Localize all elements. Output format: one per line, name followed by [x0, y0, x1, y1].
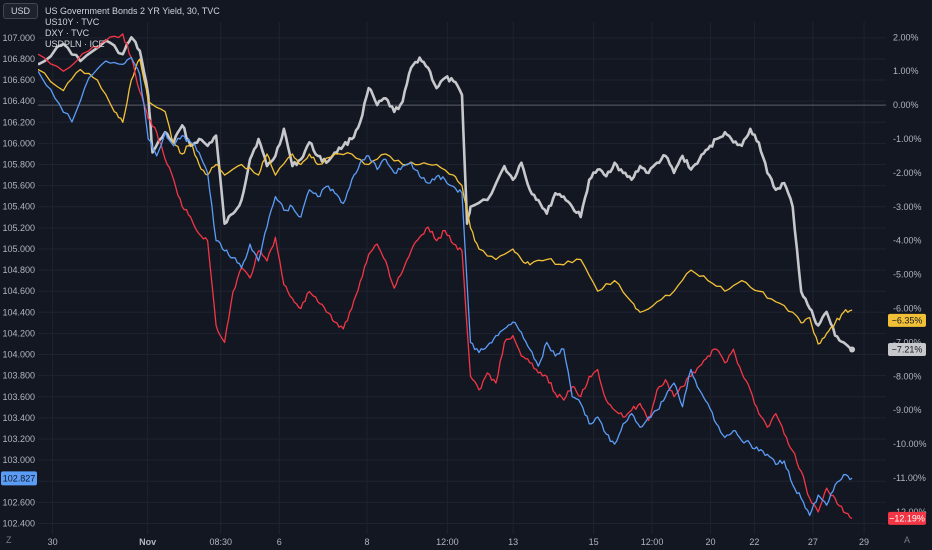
right-tick-label: -7.00% [893, 337, 922, 347]
left-tick-label: 106.200 [2, 117, 35, 127]
left-tick-label: 106.600 [2, 75, 35, 85]
auto-scale-a-icon[interactable]: A [904, 535, 911, 545]
legend-entry-us10y[interactable]: US10Y · TVC [45, 17, 100, 27]
left-tick-label: 102.400 [2, 518, 35, 528]
left-tick-label: 104.600 [2, 286, 35, 296]
legend-title: US Government Bonds 2 YR Yield, 30, TVC [45, 6, 220, 16]
right-tick-label: -3.00% [893, 202, 922, 212]
left-tick-label: 103.800 [2, 371, 35, 381]
last-value-tag-bg [888, 511, 926, 525]
left-tick-label: 106.000 [2, 138, 35, 148]
left-tick-label: 105.600 [2, 181, 35, 191]
left-tick-label: 102.600 [2, 497, 35, 507]
series-line-3 [37, 56, 853, 517]
time-tick-label: 22 [749, 537, 759, 547]
time-tick-label: 8 [364, 537, 369, 547]
series-endpoint-us10y [849, 346, 856, 353]
right-tick-label: 2.00% [893, 32, 919, 42]
left-tick-label: 103.200 [2, 434, 35, 444]
series-layer [37, 33, 856, 519]
time-tick-label: 08:30 [209, 537, 232, 547]
left-tick-label: 104.800 [2, 265, 35, 275]
right-percent-axis[interactable] [886, 0, 932, 550]
time-tick-label: 15 [589, 537, 599, 547]
left-tick-label: 103.400 [2, 413, 35, 423]
left-tick-label: 105.000 [2, 244, 35, 254]
time-tick-label: 13 [508, 537, 518, 547]
right-tick-label: -2.00% [893, 168, 922, 178]
time-tick-label: 6 [277, 537, 282, 547]
time-tick-label: Nov [139, 537, 156, 547]
right-tick-label: -6.00% [893, 304, 922, 314]
legend-entry-dxy[interactable]: DXY · TVC [45, 28, 90, 38]
left-tick-label: 104.200 [2, 328, 35, 338]
last-value-tag-bg [888, 313, 926, 327]
left-tick-label: 106.800 [2, 54, 35, 64]
left-tick-label: 103.000 [2, 455, 35, 465]
series-line-1 [37, 58, 853, 345]
current-price-tag-bg [1, 471, 37, 486]
left-tick-label: 103.600 [2, 392, 35, 402]
left-price-axis[interactable] [0, 0, 38, 550]
right-tick-label: -9.00% [893, 405, 922, 415]
right-tick-label: -8.00% [893, 371, 922, 381]
right-tick-label: 1.00% [893, 66, 919, 76]
right-tick-label: 0.00% [893, 100, 919, 110]
last-value-tag: −6.35% [892, 315, 923, 325]
log-scale-z-icon[interactable]: Z [6, 535, 12, 545]
last-value-tag-bg [888, 343, 926, 357]
left-tick-label: 105.800 [2, 160, 35, 170]
time-tick-label: 29 [859, 537, 869, 547]
right-tick-label: -5.00% [893, 270, 922, 280]
right-tick-label: -11.00% [893, 473, 926, 483]
last-value-tag: −7.21% [892, 345, 923, 355]
series-line-0 [37, 35, 853, 351]
time-tick-label: 12:00 [641, 537, 664, 547]
left-tick-label: 104.400 [2, 307, 35, 317]
left-tick-label: 106.400 [2, 96, 35, 106]
left-tick-label: 105.200 [2, 223, 35, 233]
last-value-tags: −6.35% −7.21% −12.19% [888, 313, 926, 525]
left-tick-label: 107.000 [2, 33, 35, 43]
time-tick-label: 12:00 [436, 537, 459, 547]
legend[interactable]: US Government Bonds 2 YR Yield, 30, TVC … [45, 6, 220, 49]
time-tick-label: 20 [706, 537, 716, 547]
current-price-tag: 102.827 [3, 473, 36, 483]
left-tick-label: 104.000 [2, 350, 35, 360]
right-tick-label: -10.00% [893, 439, 927, 449]
last-value-tag: −12.19% [889, 513, 925, 523]
right-tick-label: -4.00% [893, 236, 922, 246]
left-axis-ticks: 107.000 106.800 106.600 106.400 106.200 106.0… [1, 33, 37, 528]
time-tick-label: 30 [48, 537, 58, 547]
legend-entry-usdpln[interactable]: USDPLN · ICE [45, 39, 105, 49]
time-axis[interactable] [0, 534, 932, 550]
time-tick-label: 27 [808, 537, 818, 547]
series-line-2 [37, 33, 853, 519]
time-axis-ticks: 30 Nov 08:30 6 8 12:00 13 15 12:00 20 22 27 29 [48, 537, 869, 547]
left-tick-label: 105.400 [2, 202, 35, 212]
right-tick-label: -1.00% [893, 134, 922, 144]
currency-badge[interactable]: USD [3, 3, 39, 19]
